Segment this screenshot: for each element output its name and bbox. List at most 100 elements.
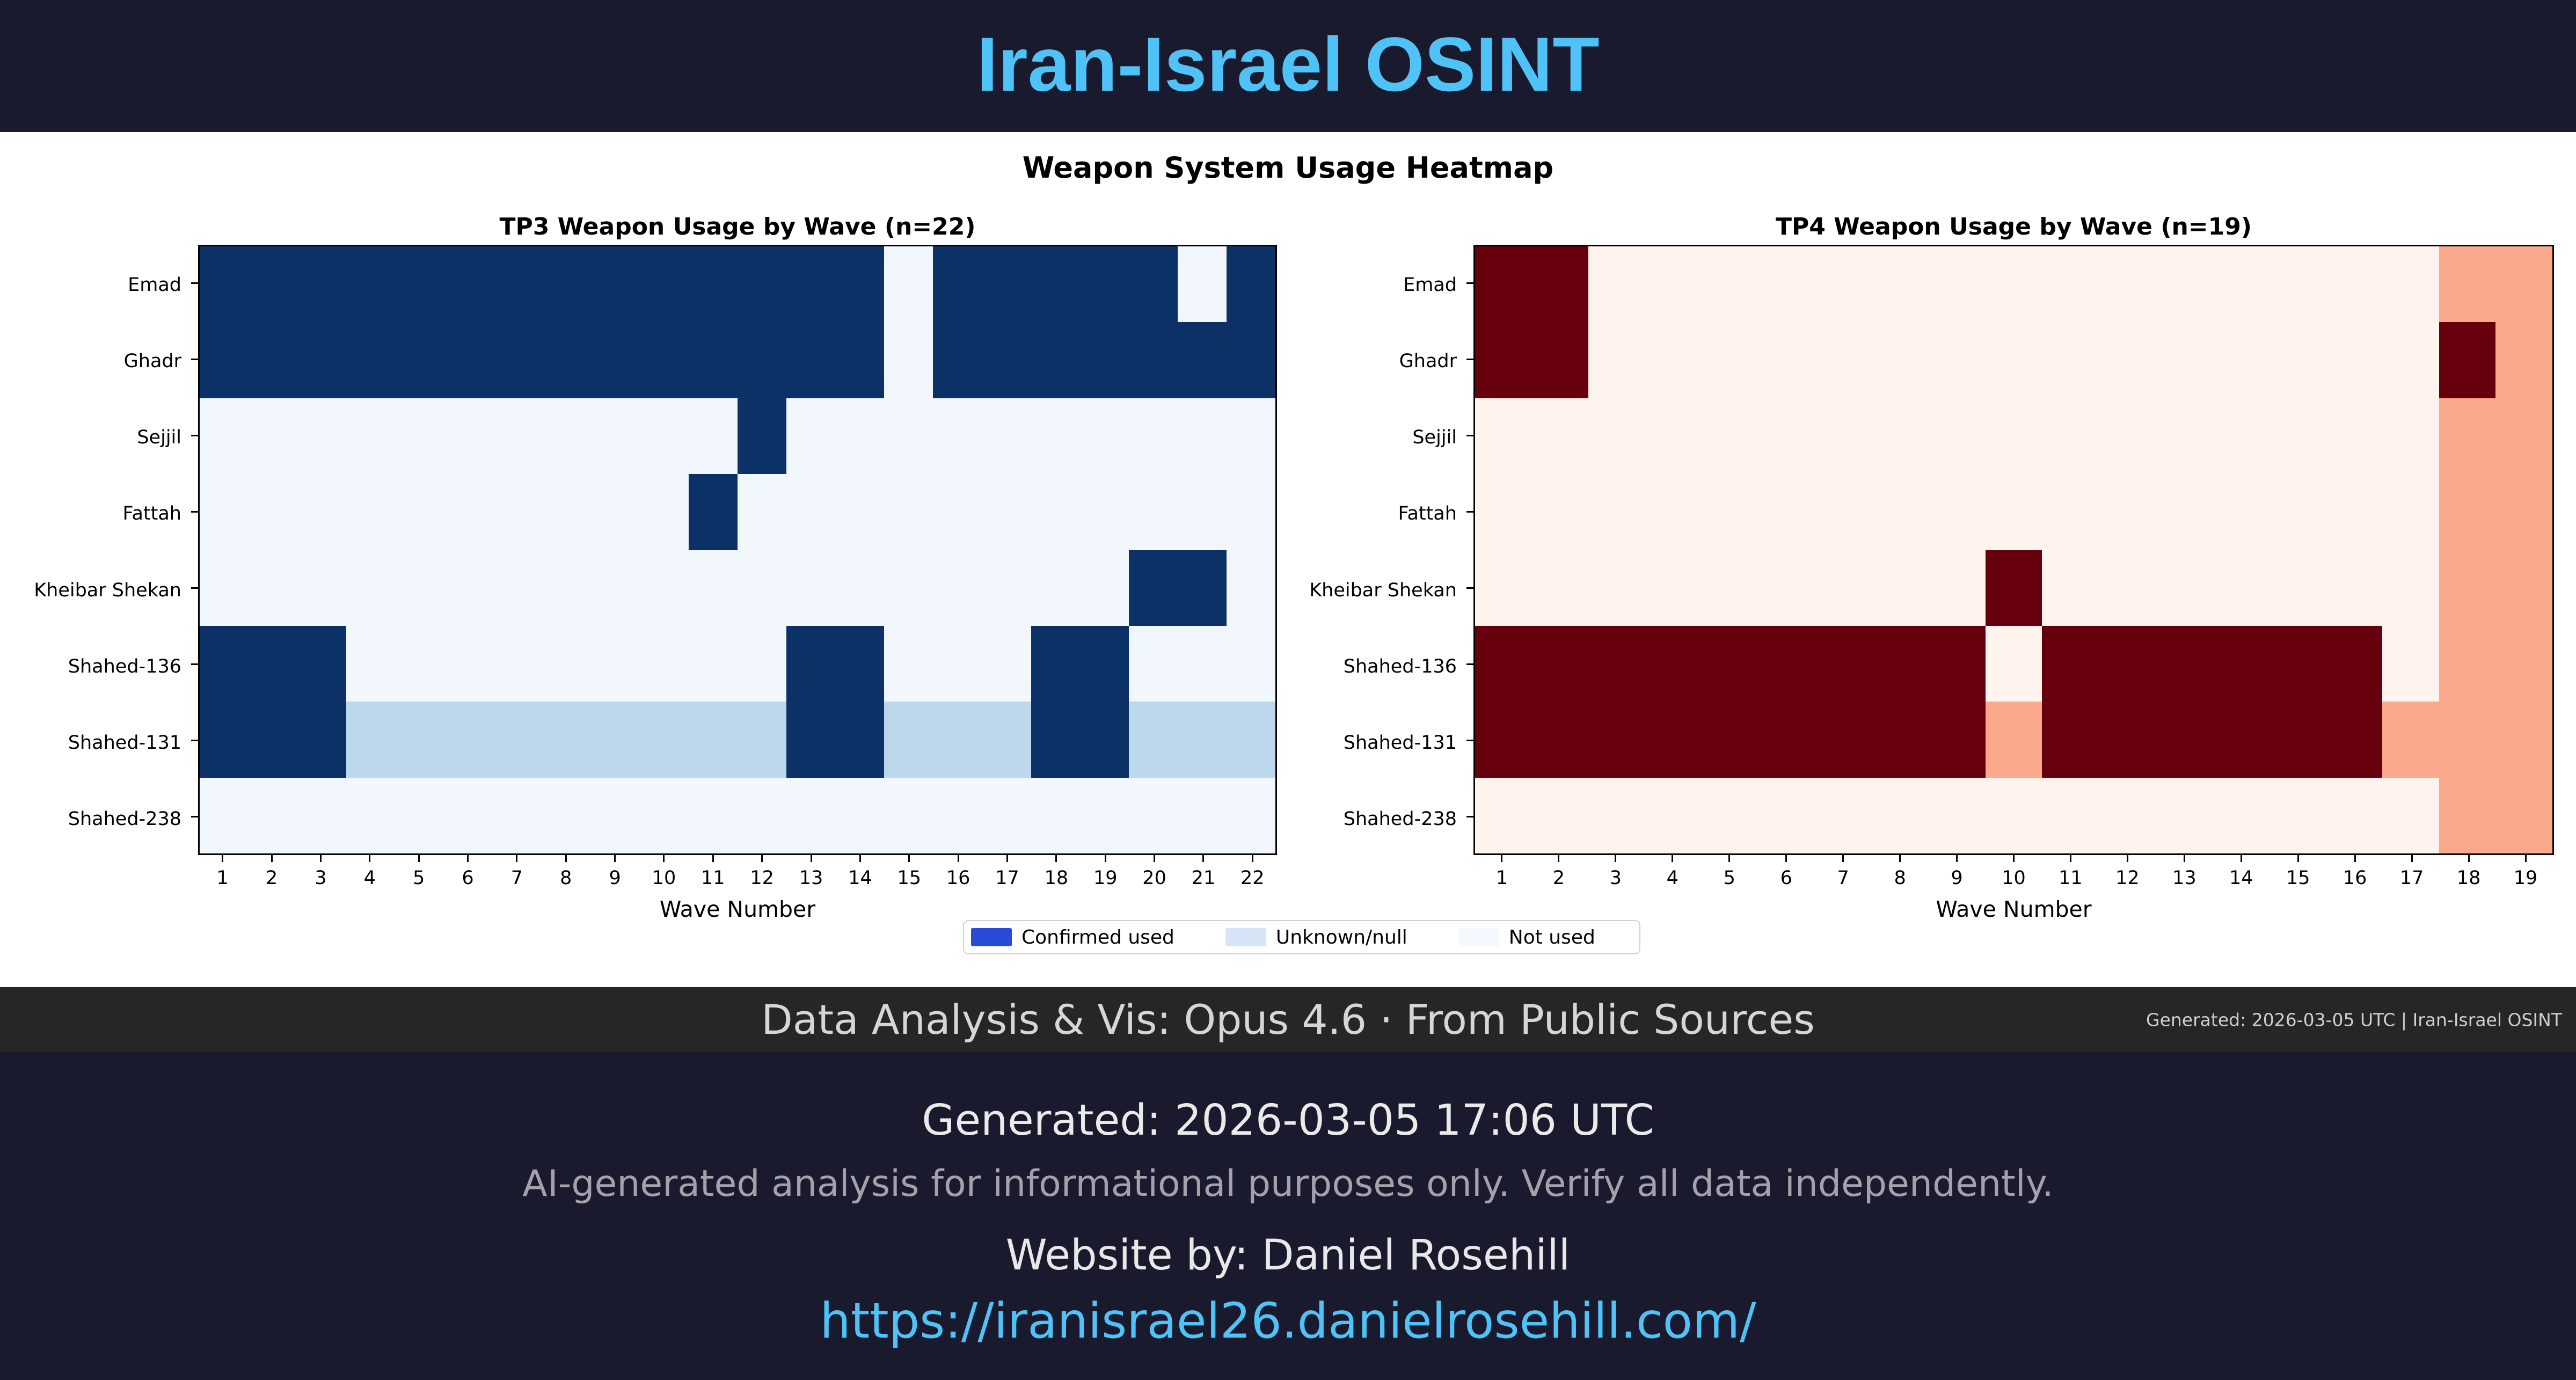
x-tick-mark — [467, 855, 469, 862]
heatmap-cell — [493, 625, 542, 702]
x-tick-mark — [1501, 855, 1503, 862]
heatmap-cell — [1079, 625, 1129, 702]
heatmap-cell — [1531, 777, 1589, 853]
x-tick-label: 10 — [652, 867, 676, 889]
heatmap-cell — [1475, 322, 1532, 398]
heatmap-cell — [2439, 398, 2496, 474]
x-tick-mark — [222, 855, 224, 862]
heatmap-cell — [1645, 398, 1702, 474]
heatmap-cell — [1531, 550, 1589, 626]
heatmap-cell — [444, 474, 493, 550]
x-tick-mark — [2126, 855, 2128, 862]
heatmap-cell — [2382, 246, 2439, 323]
heatmap-cell — [1815, 474, 1872, 550]
heatmap-cell — [1226, 702, 1275, 778]
x-tick-label: 13 — [799, 867, 823, 889]
heatmap-cell — [688, 322, 738, 398]
heatmap-cell — [346, 322, 396, 398]
heatmap-cell — [200, 322, 249, 398]
heatmap-cell — [1475, 625, 1532, 702]
heatmap-cell — [2042, 625, 2099, 702]
heatmap-cell — [2325, 777, 2383, 853]
heatmap-cell — [1031, 246, 1080, 323]
heatmap-cell — [1226, 398, 1275, 474]
x-tick-mark — [2524, 855, 2527, 862]
x-tick-mark — [1558, 855, 1560, 862]
legend-swatch-unknown-icon — [1225, 928, 1266, 946]
heatmap-cell — [884, 625, 933, 702]
heatmap-cell — [933, 322, 982, 398]
heatmap-cell — [1758, 777, 1815, 853]
heatmap-cell — [1226, 625, 1275, 702]
heatmap-cell — [2155, 474, 2213, 550]
legend-entry-unknown: Unknown/null — [1225, 926, 1407, 948]
heatmap-cell — [884, 777, 933, 853]
heatmap-cell — [1872, 702, 1929, 778]
y-tick-mark — [1466, 587, 1473, 589]
heatmap-cell — [835, 474, 885, 550]
heatmap-cell — [395, 398, 444, 474]
y-tick-mark — [191, 663, 198, 666]
heatmap-cell — [2098, 398, 2156, 474]
heatmap-cell — [884, 322, 933, 398]
heatmap-cell — [2155, 702, 2213, 778]
heatmap-cell — [2382, 550, 2439, 626]
heatmap-cell — [590, 474, 640, 550]
heatmap-cell — [933, 625, 982, 702]
heatmap-cell — [1702, 702, 1759, 778]
heatmap-cell — [1645, 474, 1702, 550]
x-tick-label: 1 — [1495, 867, 1508, 889]
x-tick-mark — [271, 855, 273, 862]
heatmap-cell — [2495, 702, 2552, 778]
heatmap-cell — [2212, 474, 2269, 550]
heatmap-cell — [1758, 474, 1815, 550]
heatmap-cell — [1645, 322, 1702, 398]
heatmap-cell — [2042, 702, 2099, 778]
heatmap-cell — [493, 550, 542, 626]
heatmap-cell — [590, 777, 640, 853]
heatmap-cell — [346, 246, 396, 323]
x-tick-label: 5 — [1723, 867, 1735, 889]
heatmap-cell — [1872, 625, 1929, 702]
heatmap-cell — [1815, 550, 1872, 626]
heatmap-tp4-xaxis-label: Wave Number — [1936, 896, 2092, 922]
heatmap-cell — [444, 246, 493, 323]
heatmap-cell — [1128, 474, 1178, 550]
heatmap-cell — [493, 474, 542, 550]
heatmap-cell — [2098, 702, 2156, 778]
heatmap-cell — [982, 246, 1031, 323]
heatmap-cell — [1031, 625, 1080, 702]
x-tick-label: 15 — [2286, 867, 2310, 889]
heatmap-cell — [786, 474, 836, 550]
x-tick-label: 6 — [1780, 867, 1792, 889]
x-tick-label: 6 — [462, 867, 474, 889]
heatmap-cell — [688, 550, 738, 626]
heatmap-cell — [2382, 474, 2439, 550]
heatmap-cell — [738, 398, 787, 474]
heatmap-cell — [297, 702, 347, 778]
x-tick-label: 20 — [1142, 867, 1166, 889]
heatmap-cell — [1985, 246, 2042, 323]
heatmap-cell — [2268, 550, 2326, 626]
y-tick-mark — [1466, 740, 1473, 742]
x-tick-label: 14 — [2229, 867, 2253, 889]
heatmap-cell — [933, 550, 982, 626]
heatmap-cell — [2155, 398, 2213, 474]
heatmap-cell — [786, 550, 836, 626]
x-tick-mark — [1104, 855, 1106, 862]
x-tick-label: 21 — [1191, 867, 1216, 889]
heatmap-cell — [590, 246, 640, 323]
x-tick-label: 17 — [995, 867, 1019, 889]
footer-website-link[interactable]: https://iranisrael26.danielrosehill.com/ — [820, 1293, 1756, 1349]
heatmap-cell — [346, 625, 396, 702]
heatmap-cell — [1031, 322, 1080, 398]
heatmap-cell — [1815, 777, 1872, 853]
heatmap-cell — [639, 702, 689, 778]
y-tick-label: Ghadr — [1399, 351, 1457, 373]
heatmap-cell — [297, 398, 347, 474]
heatmap-cell — [1531, 398, 1589, 474]
heatmap-cell — [1702, 550, 1759, 626]
x-tick-label: 12 — [2115, 867, 2140, 889]
heatmap-cell — [1128, 398, 1178, 474]
heatmap-cell — [2325, 474, 2383, 550]
